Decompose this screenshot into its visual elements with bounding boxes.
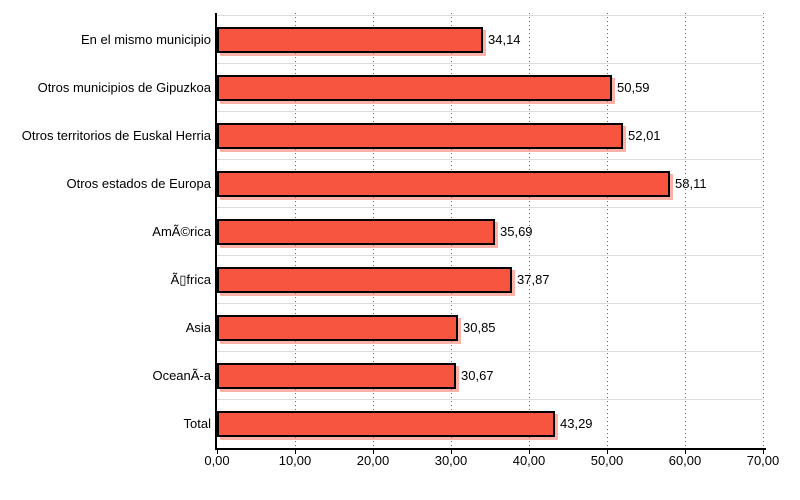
category-label: Otros estados de Europa — [66, 176, 211, 191]
x-tick-mark — [451, 450, 452, 454]
bar — [217, 171, 670, 197]
x-tick-label: 40,00 — [512, 453, 546, 468]
category-label: Asia — [185, 320, 211, 335]
band-separator-line — [215, 255, 763, 256]
band-separator-line — [215, 399, 763, 400]
x-tick-mark — [529, 450, 530, 454]
bar — [217, 411, 555, 437]
x-tick-label: 70,00 — [746, 453, 780, 468]
band-separator-line — [215, 63, 763, 64]
x-tick-mark — [607, 450, 608, 454]
band-separator-line — [215, 111, 763, 112]
x-tick-label: 0,00 — [204, 453, 230, 468]
category-label: OceanÃ-a — [152, 368, 211, 383]
vertical-gridline — [685, 13, 686, 448]
bar — [217, 267, 512, 293]
x-tick-mark — [763, 450, 764, 454]
bar-value-label: 58,11 — [675, 176, 707, 191]
bar — [217, 27, 483, 53]
bar-value-label: 30,85 — [463, 320, 496, 335]
band-separator-line — [215, 159, 763, 160]
band-separator-line — [215, 351, 763, 352]
category-label: Total — [183, 416, 211, 431]
x-tick-mark — [295, 450, 296, 454]
bar-value-label: 37,87 — [517, 272, 550, 287]
x-tick-label: 50,00 — [590, 453, 624, 468]
category-label: Otros municipios de Gipuzkoa — [37, 80, 211, 95]
category-label: Ã▯frica — [170, 272, 211, 287]
x-tick-label: 20,00 — [356, 453, 390, 468]
vertical-gridline — [763, 13, 764, 448]
category-label: AmÃ©rica — [152, 224, 211, 239]
category-label: En el mismo municipio — [80, 32, 211, 47]
bar-value-label: 43,29 — [560, 416, 593, 431]
bar-value-label: 34,14 — [488, 32, 521, 47]
category-label: Otros territorios de Euskal Herria — [21, 128, 211, 143]
bar — [217, 75, 612, 101]
vertical-gridline — [529, 13, 530, 448]
x-tick-label: 10,00 — [278, 453, 312, 468]
bar-value-label: 30,67 — [461, 368, 494, 383]
band-separator-line — [215, 303, 763, 304]
vertical-gridline — [607, 13, 608, 448]
bar-value-label: 35,69 — [500, 224, 533, 239]
bar — [217, 363, 456, 389]
band-separator-line — [215, 207, 763, 208]
x-tick-label: 60,00 — [668, 453, 702, 468]
bar — [217, 315, 458, 341]
band-separator-line — [215, 15, 763, 16]
x-tick-mark — [373, 450, 374, 454]
x-tick-mark — [217, 450, 218, 454]
bar-value-label: 52,01 — [628, 128, 661, 143]
bar — [217, 219, 495, 245]
y-axis-line — [215, 13, 217, 450]
bar-value-label: 50,59 — [617, 80, 650, 95]
bar — [217, 123, 623, 149]
x-tick-label: 30,00 — [434, 453, 468, 468]
x-axis-line — [215, 448, 766, 450]
x-tick-mark — [685, 450, 686, 454]
